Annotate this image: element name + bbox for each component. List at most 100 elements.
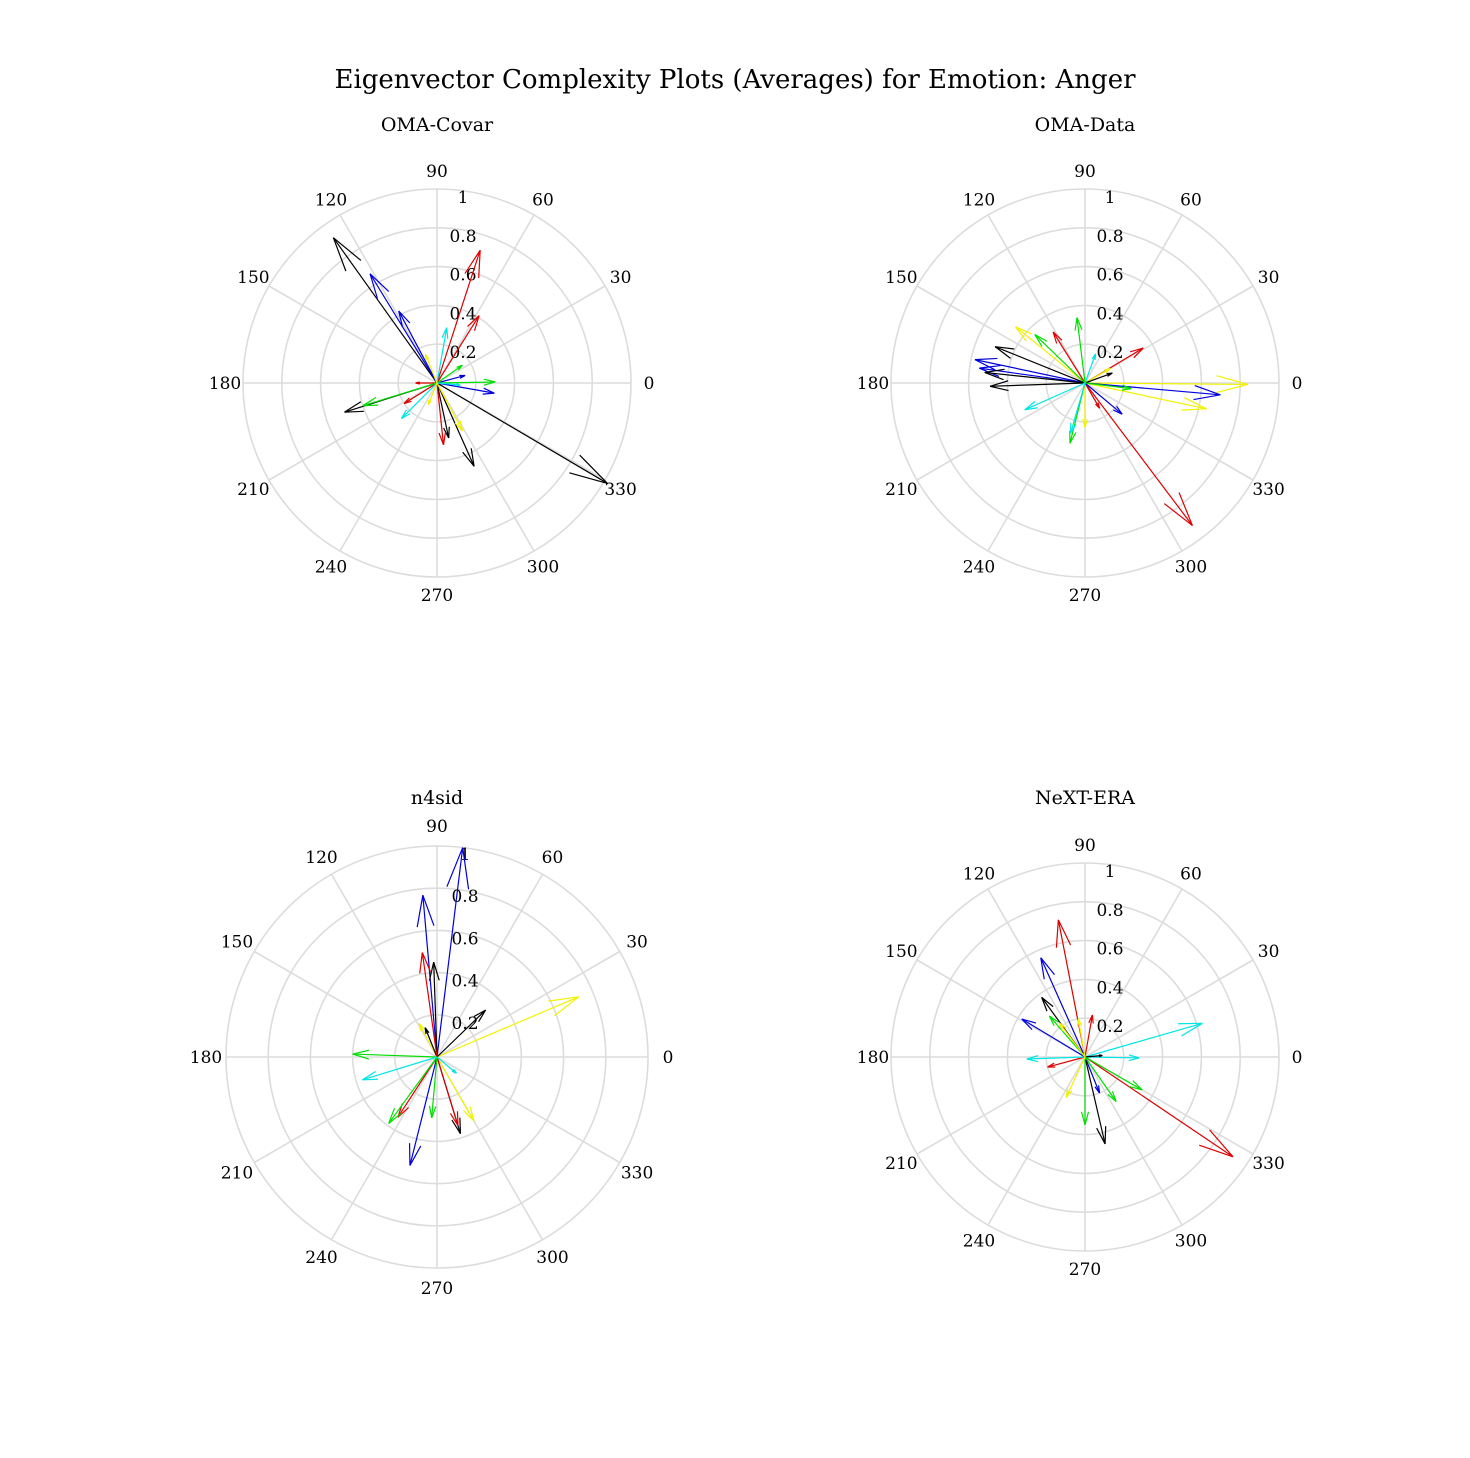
angle-tick-label: 180	[209, 374, 241, 394]
radial-tick-label: 0.2	[451, 1014, 478, 1034]
vector-arrow-yellow	[436, 996, 580, 1058]
vector-arrow-blue	[1084, 1056, 1101, 1094]
angle-tick-label: 270	[421, 586, 453, 606]
vector-arrow-black	[989, 380, 1086, 392]
angle-tick-label: 0	[1292, 1048, 1303, 1068]
angle-tick-label: 150	[237, 268, 269, 288]
vector-arrow-cyan	[1069, 382, 1086, 434]
subplot-title: n4sid	[411, 787, 463, 809]
radial-tick-label: 0.8	[451, 887, 478, 907]
grid-spoke	[268, 382, 438, 481]
vector-arrow-cyan	[1084, 1054, 1140, 1062]
angle-tick-label: 270	[1069, 1260, 1101, 1280]
angle-tick-label: 0	[644, 374, 655, 394]
angle-tick-label: 300	[536, 1248, 568, 1268]
radial-tick-label: 0.8	[1096, 227, 1123, 247]
angle-tick-label: 30	[1258, 942, 1280, 962]
vector-arrow-red	[436, 315, 480, 384]
angle-tick-label: 90	[426, 817, 448, 837]
vector-arrow-yellow	[1084, 367, 1111, 384]
angle-tick-label: 330	[1252, 1154, 1284, 1174]
grid-spoke	[987, 214, 1086, 384]
grid-spoke	[339, 214, 438, 384]
grid-spoke	[1084, 888, 1183, 1058]
vector-arrow-yellow	[1084, 375, 1249, 394]
grid-spoke	[436, 1056, 621, 1164]
angle-tick-label: 240	[963, 558, 995, 578]
vector-arrow-yellow	[1058, 1022, 1086, 1058]
vector-arrow-green	[1074, 317, 1086, 384]
vector-arrow-green	[1034, 333, 1086, 384]
vector-arrow-blue	[408, 1056, 438, 1166]
vector-arrow-red	[403, 382, 438, 405]
vector-arrow-blue	[436, 374, 466, 384]
angle-tick-label: 150	[885, 942, 917, 962]
angle-tick-label: 300	[1175, 558, 1207, 578]
vector-arrow-green	[1084, 1056, 1143, 1091]
angle-tick-label: 120	[963, 190, 995, 210]
angle-tick-label: 30	[610, 268, 632, 288]
vector-arrow-red	[415, 381, 437, 385]
vector-arrow-green	[436, 364, 463, 384]
vector-arrow-black	[436, 382, 608, 485]
grid-spoke	[339, 382, 438, 552]
grid-spoke	[987, 382, 1086, 552]
angle-tick-label: 330	[604, 480, 636, 500]
angle-tick-label: 210	[221, 1164, 253, 1184]
radial-tick-label: 0.4	[449, 304, 476, 324]
vector-arrow-cyan	[436, 327, 449, 384]
radial-tick-label: 0.2	[1096, 1017, 1123, 1037]
subplot-title: NeXT-ERA	[1035, 787, 1135, 809]
compass-panel-4: NeXT-ERA 0 30 60 90 120 150 180 210 240 270 300 330 0…	[857, 787, 1303, 1280]
angle-tick-label: 60	[532, 190, 554, 210]
grid-spoke	[1084, 214, 1183, 384]
vector-arrow-yellow	[1065, 1056, 1086, 1098]
grid-spoke	[330, 1056, 438, 1241]
vector-arrow-red	[1084, 1014, 1094, 1058]
angle-tick-label: 120	[305, 848, 337, 868]
angle-tick-label: 120	[315, 190, 347, 210]
vector-arrow-green	[388, 1056, 438, 1125]
angle-tick-label: 240	[963, 1232, 995, 1252]
vector-arrow-blue	[369, 273, 438, 384]
grid-spoke	[253, 950, 438, 1058]
vector-arrow-red	[1052, 331, 1086, 384]
vector-arrow-blue	[1021, 1018, 1086, 1058]
vector-arrow-black	[428, 961, 440, 1058]
vector-arrow-yellow	[1015, 326, 1086, 384]
radial-tick-label: 0.6	[1096, 940, 1123, 960]
vector-arrow-black	[436, 382, 475, 467]
vector-arrow-black	[1084, 1054, 1103, 1058]
angle-tick-label: 300	[527, 558, 559, 578]
angle-tick-label: 150	[221, 933, 253, 953]
vector-arrow-yellow	[436, 1056, 475, 1122]
grid-spoke	[1084, 382, 1254, 481]
vector-arrow-cyan	[1024, 382, 1086, 411]
radial-tick-label: 0.2	[1096, 343, 1123, 363]
angle-tick-label: 240	[315, 558, 347, 578]
vector-arrow-blue	[1084, 382, 1221, 401]
vector-arrow-black	[424, 1027, 438, 1058]
vector-arrow-red	[1084, 382, 1193, 527]
vector-arrow-green	[352, 1049, 438, 1060]
angle-tick-label: 60	[542, 848, 564, 868]
angle-tick-label: 30	[1258, 268, 1280, 288]
angle-tick-label: 180	[857, 1048, 889, 1068]
angle-tick-label: 90	[1074, 836, 1096, 856]
angle-tick-label: 150	[885, 268, 917, 288]
angle-tick-label: 330	[621, 1164, 653, 1184]
compass-panel-2: OMA-Data 0 30 60 90 120 150 180 210 240 270 300 330 0…	[857, 114, 1303, 606]
angle-tick-label: 90	[426, 162, 448, 182]
angle-tick-label: 300	[1175, 1232, 1207, 1252]
vector-arrow-yellow	[436, 382, 464, 432]
angle-tick-label: 60	[1180, 864, 1202, 884]
grid-spoke	[1084, 1056, 1183, 1226]
subplot-title: OMA-Data	[1035, 114, 1136, 136]
vector-arrow-yellow	[1082, 383, 1088, 428]
grid-spoke	[916, 382, 1086, 481]
grid-spoke	[268, 285, 438, 384]
angle-tick-label: 270	[1069, 586, 1101, 606]
vector-arrow-green	[362, 382, 438, 407]
vector-arrow-blue	[398, 310, 438, 384]
vector-arrow-black	[332, 237, 438, 384]
